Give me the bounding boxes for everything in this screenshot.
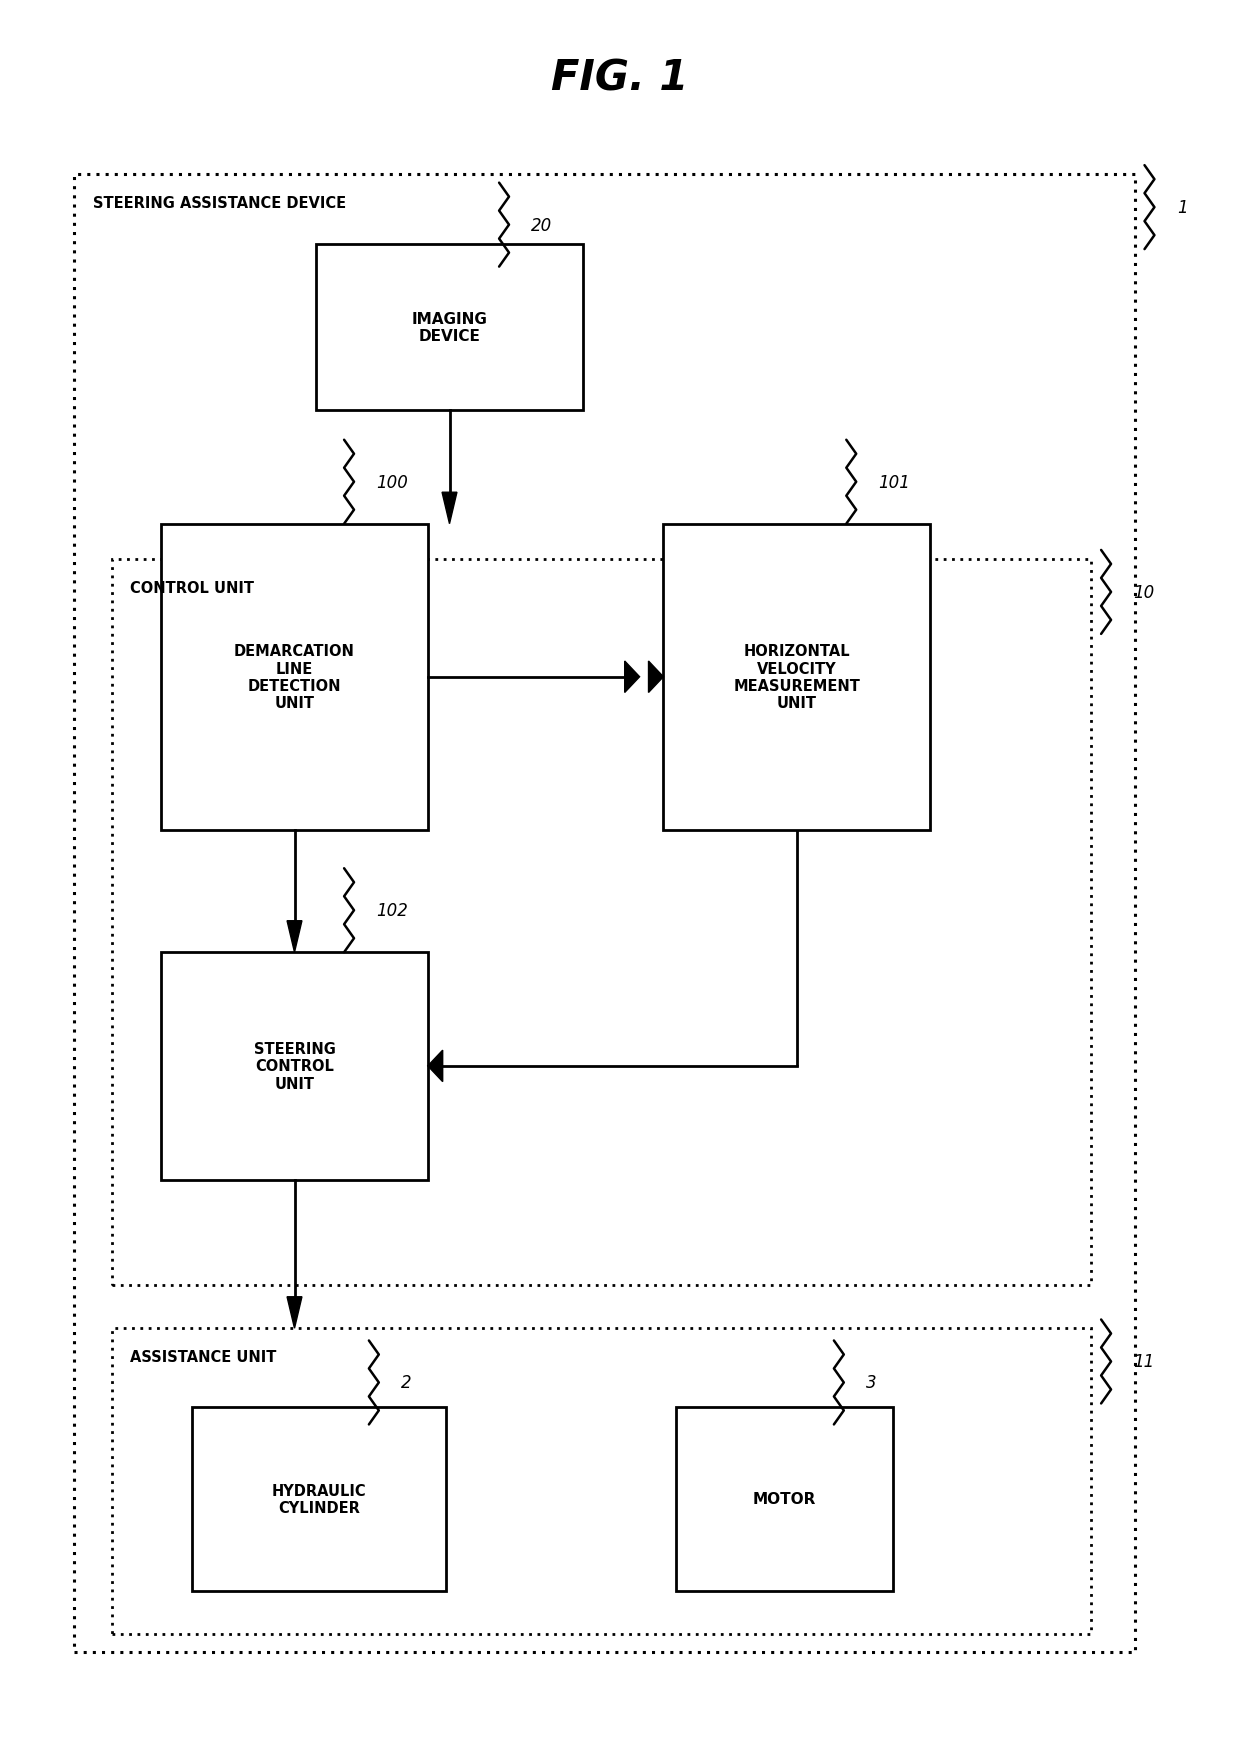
Text: FIG. 1: FIG. 1 <box>552 58 688 100</box>
Text: 100: 100 <box>377 474 408 491</box>
Text: ASSISTANCE UNIT: ASSISTANCE UNIT <box>130 1349 277 1365</box>
Text: 101: 101 <box>879 474 910 491</box>
Bar <box>161 524 428 830</box>
Polygon shape <box>288 921 303 953</box>
Polygon shape <box>625 661 640 692</box>
Text: STEERING
CONTROL
UNIT: STEERING CONTROL UNIT <box>253 1042 336 1091</box>
Text: 3: 3 <box>867 1374 877 1391</box>
Polygon shape <box>649 661 663 692</box>
Text: 11: 11 <box>1133 1353 1154 1370</box>
Text: 10: 10 <box>1133 584 1154 601</box>
Text: STEERING ASSISTANCE DEVICE: STEERING ASSISTANCE DEVICE <box>93 196 346 212</box>
Polygon shape <box>288 1297 303 1328</box>
Text: HORIZONTAL
VELOCITY
MEASUREMENT
UNIT: HORIZONTAL VELOCITY MEASUREMENT UNIT <box>733 643 861 711</box>
Text: 2: 2 <box>402 1374 412 1391</box>
Bar <box>663 524 930 830</box>
Text: IMAGING
DEVICE: IMAGING DEVICE <box>412 311 487 344</box>
Bar <box>112 1328 1091 1634</box>
Text: CONTROL UNIT: CONTROL UNIT <box>130 580 254 596</box>
Text: MOTOR: MOTOR <box>753 1491 816 1507</box>
Bar <box>316 245 583 411</box>
Polygon shape <box>428 1051 443 1082</box>
Text: 20: 20 <box>532 217 553 234</box>
Polygon shape <box>441 493 456 524</box>
Text: HYDRAULIC
CYLINDER: HYDRAULIC CYLINDER <box>272 1482 367 1516</box>
Text: 102: 102 <box>377 902 408 919</box>
Text: 1: 1 <box>1177 199 1188 217</box>
Bar <box>161 953 428 1180</box>
Bar <box>676 1407 893 1591</box>
Text: DEMARCATION
LINE
DETECTION
UNIT: DEMARCATION LINE DETECTION UNIT <box>234 643 355 711</box>
Bar <box>192 1407 446 1591</box>
Bar <box>112 559 1091 1285</box>
Bar <box>74 175 1135 1652</box>
